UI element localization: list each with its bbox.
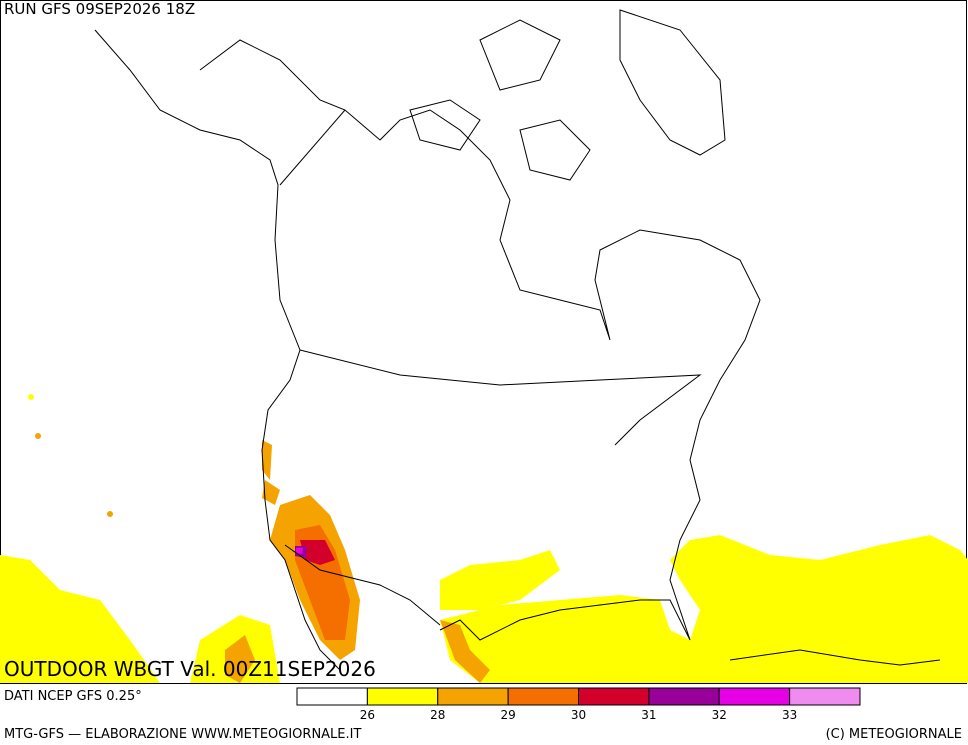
copyright-label: (C) METEOGIORNALE [826,727,962,742]
source-label: DATI NCEP GFS 0.25° [4,689,142,704]
run-label: RUN GFS 09SEP2026 18Z [4,0,195,18]
colorbar-tick-label: 29 [500,708,515,722]
colorbar-box [578,687,650,706]
colorbar-box [507,687,579,706]
colorbar-tick-label: 33 [782,708,797,722]
credit-label: MTG-GFS — ELABORAZIONE WWW.METEOGIORNALE… [4,727,361,742]
colorbar: 26 28 29 30 31 32 33 [296,687,861,722]
colorbar-box [296,687,368,706]
borders [279,109,702,626]
colorbar-box [789,687,861,706]
colorbar-box [437,687,509,706]
colorbar-box [718,687,791,706]
colorbar-tick-label: 28 [430,708,445,722]
colorbar-tick-label: 31 [641,708,656,722]
colorbar-tick-label: 30 [571,708,586,722]
map-title: OUTDOOR WBGT Val. 00Z11SEP2026 [4,657,376,681]
colorbar-box [648,687,720,706]
colorbar-tick-label: 26 [360,708,375,722]
coastlines [94,9,941,671]
wbgt-field [0,394,968,683]
colorbar-box [366,687,439,706]
colorbar-tick-label: 32 [712,708,727,722]
